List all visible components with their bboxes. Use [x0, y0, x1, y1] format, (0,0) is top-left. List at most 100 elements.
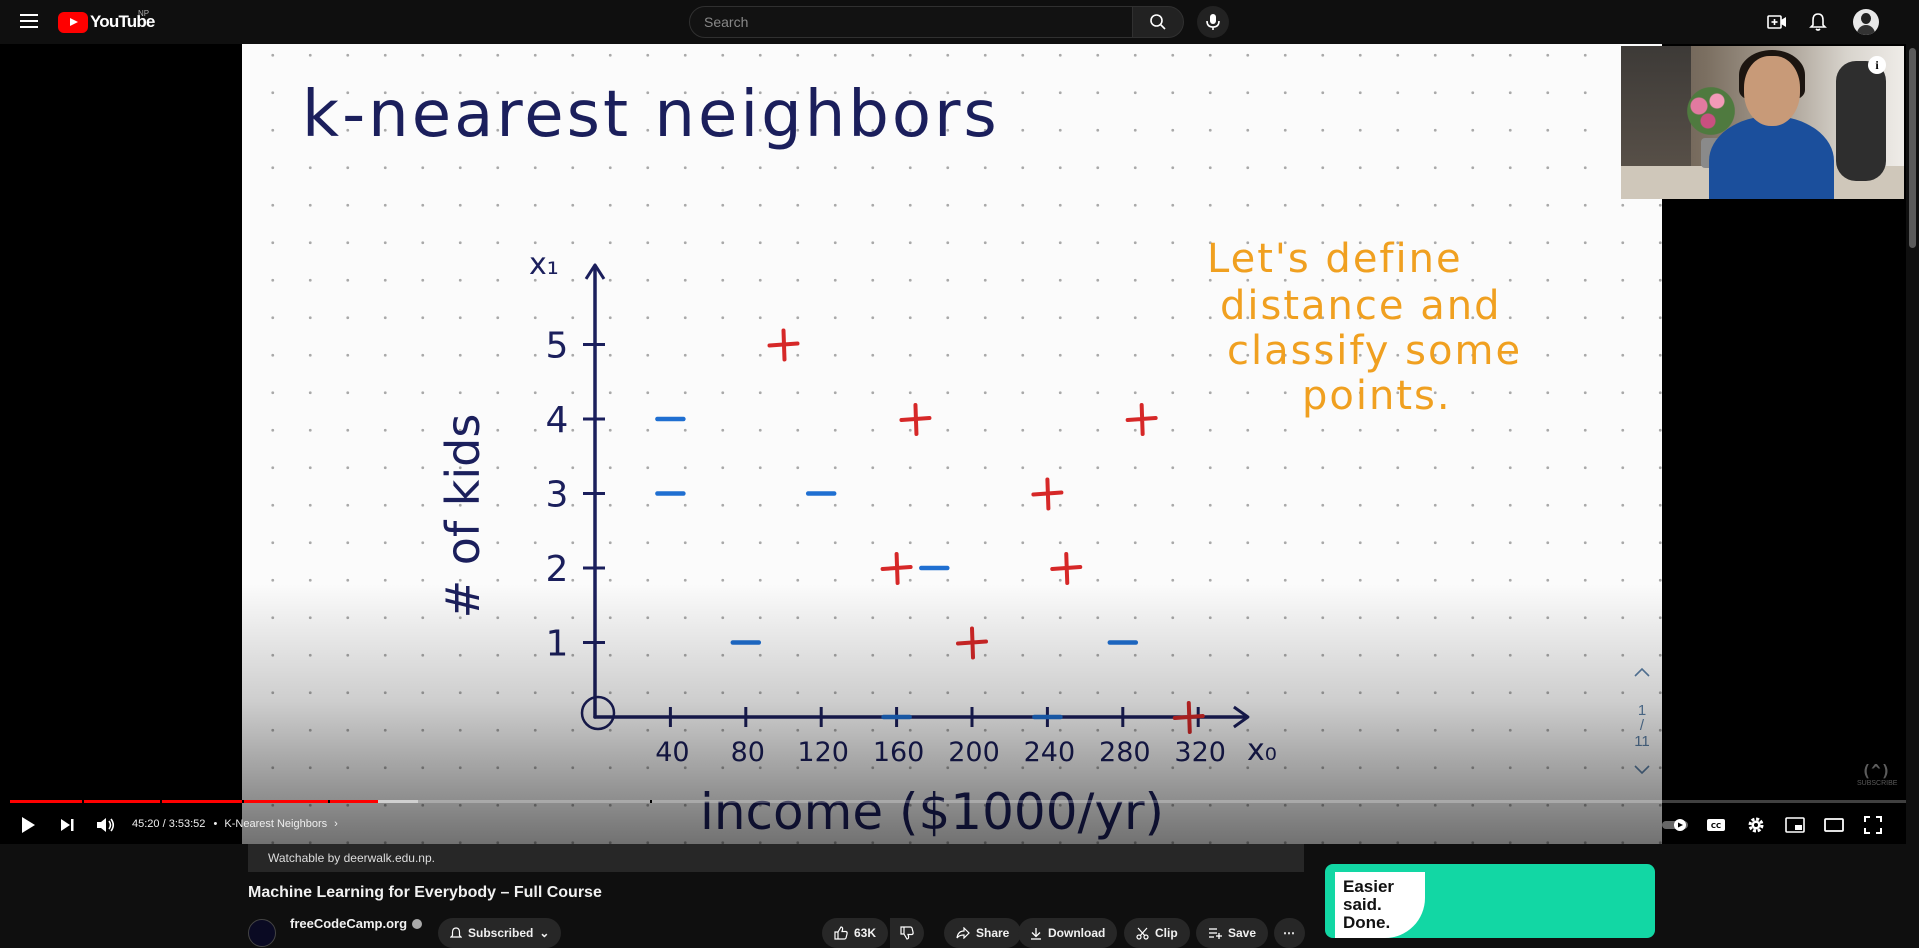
clip-button[interactable]: Clip: [1124, 918, 1190, 948]
x-tick-label: 160: [873, 737, 925, 768]
plus-point: [1031, 477, 1064, 511]
chapter-marker: [328, 800, 330, 803]
play-icon: [22, 817, 35, 833]
x-tick-label: 320: [1174, 737, 1226, 768]
page-scrollbar[interactable]: [1906, 44, 1919, 938]
y-tick-label: 4: [546, 400, 569, 441]
video-title: Machine Learning for Everybody – Full Co…: [248, 884, 602, 901]
autoplay-icon: [1662, 819, 1688, 831]
closed-captions-icon: CC: [1707, 819, 1725, 831]
play-button[interactable]: [14, 811, 42, 839]
more-actions-button[interactable]: ⋯: [1274, 918, 1305, 948]
dislike-button[interactable]: [890, 918, 924, 948]
plus-point: [1050, 552, 1083, 585]
theater-mode-icon: [1824, 818, 1844, 832]
plus-point: [956, 626, 988, 660]
plus-point: [1125, 403, 1158, 436]
subscribed-button[interactable]: Subscribed ⌄: [438, 918, 562, 948]
search-icon: [1150, 14, 1166, 30]
watchable-banner: Watchable by deerwalk.edu.np.: [248, 844, 1304, 872]
slide-page-separator: /: [1639, 717, 1645, 734]
chevron-right-icon[interactable]: ›: [334, 818, 338, 830]
sidebar-ad[interactable]: Easier said. Done.: [1325, 864, 1655, 938]
channel-name[interactable]: freeCodeCamp.org: [290, 916, 408, 931]
search-input[interactable]: Search: [689, 6, 1133, 38]
chevron-down-icon: ⌄: [539, 926, 550, 940]
ad-line-2: Done.: [1343, 913, 1391, 932]
channel-watermark[interactable]: (^) SUBSCRIBE: [1857, 761, 1898, 801]
microphone-icon: [1206, 14, 1220, 30]
progress-bar[interactable]: [10, 800, 1909, 803]
slide-title: k-nearest neighbors: [302, 78, 1000, 152]
youtube-logo[interactable]: YouTube: [58, 11, 155, 33]
more-horizontal-icon: ⋯: [1283, 926, 1296, 940]
ad-line-1: Easier said.: [1343, 877, 1395, 914]
svg-text:CC: CC: [1711, 822, 1721, 830]
bell-icon: [1809, 13, 1827, 31]
y-tick-label: 5: [546, 326, 569, 367]
time-bullet: •: [213, 818, 218, 830]
account-avatar[interactable]: [1853, 9, 1879, 35]
chapter-title[interactable]: K-Nearest Neighbors: [224, 818, 328, 830]
y-tick-label: 3: [546, 475, 569, 516]
video-player[interactable]: k-nearest neighbors Let's define distance…: [0, 44, 1919, 844]
chevron-up-icon[interactable]: [1625, 664, 1659, 686]
freecodecamp-logo-icon: (^): [1861, 761, 1891, 780]
y-tick-label: 1: [546, 624, 569, 665]
theater-mode-button[interactable]: [1820, 811, 1848, 839]
search-button[interactable]: [1132, 6, 1184, 38]
next-button[interactable]: [53, 811, 81, 839]
x-tick-label: 200: [948, 737, 1000, 768]
time-separator: /: [159, 818, 169, 830]
scrollbar-thumb[interactable]: [1909, 48, 1916, 248]
slide-page-nav: 1 / 11: [1625, 664, 1659, 794]
watch-metadata: Watchable by deerwalk.edu.np. Machine Le…: [0, 844, 1919, 948]
fullscreen-button[interactable]: [1859, 811, 1887, 839]
chapter-marker: [82, 800, 84, 803]
autoplay-toggle[interactable]: [1660, 811, 1692, 839]
skip-next-icon: [61, 819, 74, 831]
create-button[interactable]: [1765, 10, 1789, 34]
time-total: 3:53:52: [168, 818, 206, 830]
youtube-play-icon: [58, 11, 88, 33]
save-button[interactable]: Save: [1196, 918, 1269, 948]
notifications-button[interactable]: [1806, 10, 1830, 34]
watermark-label: SUBSCRIBE: [1857, 780, 1898, 787]
plus-point: [899, 403, 932, 436]
miniplayer-button[interactable]: [1781, 811, 1809, 839]
bell-icon: [450, 926, 462, 938]
info-icon[interactable]: i: [1868, 56, 1886, 74]
voice-search-button[interactable]: [1197, 6, 1229, 38]
masthead: YouTube NP Search: [0, 0, 1919, 44]
mute-button[interactable]: [92, 811, 120, 839]
x-tick-label: 40: [655, 737, 689, 768]
note-line: points.: [1302, 373, 1452, 419]
plus-point: [880, 552, 913, 585]
chevron-down-icon[interactable]: [1625, 762, 1659, 779]
channel-avatar[interactable]: [248, 919, 276, 947]
chapter-marker: [160, 800, 162, 803]
like-button[interactable]: 63K: [822, 918, 889, 948]
y-axis-arrow: [584, 263, 606, 280]
miniplayer-icon: [1785, 817, 1805, 833]
presenter-webcam: [1621, 46, 1904, 199]
settings-button[interactable]: [1742, 811, 1770, 839]
x-tick-label: 280: [1099, 737, 1151, 768]
y-tick-label: 2: [546, 549, 569, 590]
note-line: distance and: [1220, 283, 1501, 329]
share-button[interactable]: Share: [944, 918, 1022, 948]
x-axis-name: x₀: [1247, 733, 1277, 768]
captions-button[interactable]: CC: [1702, 811, 1730, 839]
slide-whiteboard: k-nearest neighbors Let's define distance…: [242, 44, 1904, 844]
note-line: Let's define: [1207, 236, 1463, 282]
time-current: 45:20: [132, 818, 160, 830]
channel-name-wrap[interactable]: freeCodeCamp.org: [290, 916, 423, 931]
menu-icon[interactable]: [16, 10, 44, 34]
chart-marks: [655, 328, 1205, 734]
origin-mark: [580, 695, 616, 731]
download-button[interactable]: Download: [1018, 918, 1118, 948]
create-video-icon: [1767, 15, 1786, 29]
player-controls: 45:20 / 3:53:52 • K-Nearest Neighbors › …: [0, 806, 1919, 844]
